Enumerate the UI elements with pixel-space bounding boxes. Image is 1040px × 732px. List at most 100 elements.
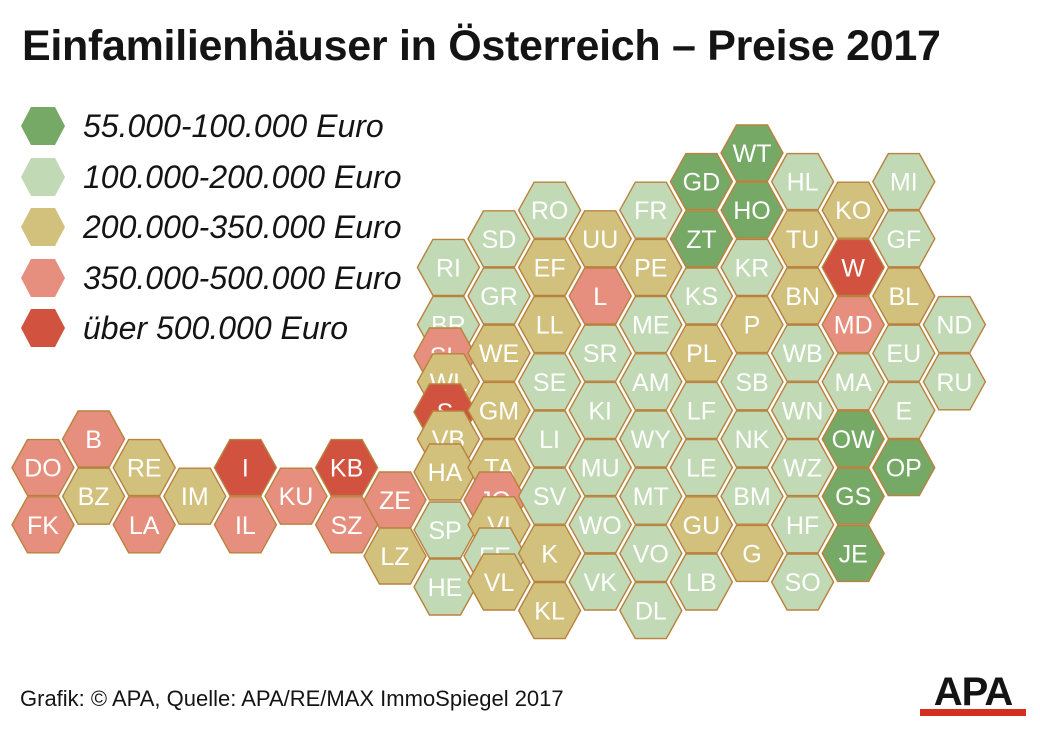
district-code-label: ZE	[379, 487, 411, 515]
district-hex-shape	[669, 267, 734, 325]
district-hex-shape	[467, 210, 531, 268]
district-hex-shape	[416, 238, 481, 297]
district-code-label: SB	[735, 369, 768, 397]
district-code-label: MD	[834, 312, 873, 340]
district-hex: WE	[467, 324, 531, 382]
district-hex-shape	[821, 524, 886, 583]
district-hex: FR	[618, 181, 683, 239]
district-hex: HO	[720, 181, 784, 239]
district-hex: ZT	[669, 210, 734, 268]
district-code-label: KI	[588, 397, 612, 425]
district-code-label: IL	[235, 512, 256, 540]
district-hex: KS	[669, 267, 734, 325]
district-hex-shape	[770, 210, 835, 268]
district-hex: MI	[871, 152, 936, 211]
district-hex-shape	[770, 438, 835, 497]
district-code-label: VL	[484, 569, 515, 597]
district-hex: G	[720, 524, 784, 583]
district-code-label: KB	[330, 455, 363, 483]
district-hex: VK	[568, 553, 633, 611]
district-hex-shape	[618, 353, 683, 411]
district-hex: GM	[467, 381, 531, 440]
district-hex-shape	[61, 410, 126, 468]
district-hex: BL	[871, 267, 936, 325]
district-hex: DL	[618, 581, 683, 640]
district-hex-shape	[669, 381, 734, 440]
district-hex-shape	[669, 152, 734, 211]
district-hex: SZ	[314, 496, 379, 554]
district-hex-shape	[922, 295, 987, 354]
district-code-label: HL	[787, 169, 819, 197]
district-code-label: WT	[733, 140, 772, 168]
district-hex-shape	[213, 438, 278, 497]
district-code-label: KS	[685, 283, 718, 311]
district-hex-shape	[517, 467, 582, 525]
district-code-label: IM	[181, 483, 209, 511]
district-code-label: GM	[479, 397, 519, 425]
district-hex-shape	[871, 324, 936, 382]
district-hex-shape	[669, 553, 734, 611]
district-hex-shape	[720, 410, 784, 468]
district-code-label: VO	[633, 540, 669, 568]
map-title: Einfamilienhäuser in Österreich – Preise…	[22, 22, 941, 70]
district-hex: VL	[467, 553, 531, 611]
district-code-label: JE	[839, 540, 868, 568]
district-code-label: WE	[479, 340, 519, 368]
district-hex: GD	[669, 152, 734, 211]
district-hex-shape	[669, 496, 734, 554]
district-code-label: SZ	[331, 512, 363, 540]
district-hex-shape	[770, 496, 835, 554]
district-code-label: OP	[886, 455, 922, 483]
legend-swatch-hexagon-icon	[21, 258, 65, 297]
district-code-label: KO	[835, 197, 871, 225]
district-hex-shape	[618, 581, 683, 640]
district-hex: HE	[413, 558, 477, 616]
district-hex-shape	[11, 438, 75, 497]
district-hex-shape	[720, 467, 784, 525]
district-hex-shape	[821, 295, 886, 354]
district-code-label: RE	[127, 455, 162, 483]
district-hex: DO	[11, 438, 75, 497]
district-code-label: SE	[533, 369, 566, 397]
district-code-label: WO	[579, 512, 622, 540]
district-hex: PE	[618, 238, 683, 297]
district-code-label: WZ	[783, 455, 822, 483]
district-hex: WN	[770, 381, 835, 440]
district-hex-shape	[618, 181, 683, 239]
district-hex-shape	[720, 238, 784, 297]
district-hex: FK	[11, 496, 75, 554]
district-code-label: KU	[279, 483, 314, 511]
district-code-label: KL	[534, 598, 565, 626]
district-code-label: B	[85, 426, 102, 454]
district-hex: KR	[720, 238, 784, 297]
legend-swatch-hexagon-icon	[21, 157, 65, 196]
district-hex: KL	[517, 581, 582, 640]
district-code-label: HE	[428, 574, 463, 602]
district-hex: BN	[770, 267, 835, 325]
district-hex-shape	[213, 496, 278, 554]
district-hex: KO	[821, 181, 886, 239]
district-hex: L	[568, 267, 633, 325]
district-hex-shape	[618, 467, 683, 525]
district-hex-shape	[467, 267, 531, 325]
district-hex: LF	[669, 381, 734, 440]
district-code-label: LF	[687, 397, 716, 425]
district-hex-shape	[821, 181, 886, 239]
district-code-label: PE	[634, 254, 667, 282]
district-code-label: SO	[785, 569, 821, 597]
district-hex-shape	[568, 324, 633, 382]
district-hex-shape	[568, 267, 633, 325]
district-hex-shape	[363, 527, 427, 585]
district-hex-shape	[517, 181, 582, 239]
district-code-label: HO	[733, 197, 771, 225]
district-hex: BZ	[61, 467, 126, 525]
district-hex-shape	[467, 324, 531, 382]
district-code-label: P	[744, 312, 761, 340]
district-code-label: OW	[832, 426, 875, 454]
district-hex-shape	[413, 443, 477, 501]
district-code-label: DL	[635, 598, 667, 626]
district-code-label: GD	[683, 169, 721, 197]
district-hex: WO	[568, 496, 633, 554]
district-code-label: GU	[683, 512, 721, 540]
district-code-label: K	[541, 540, 558, 568]
